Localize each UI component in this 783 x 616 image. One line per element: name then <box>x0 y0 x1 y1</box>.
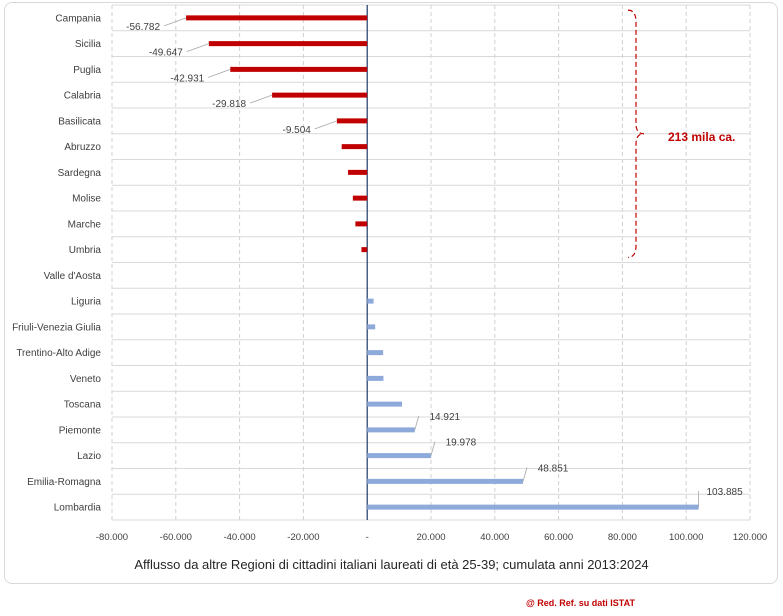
bar <box>352 195 368 201</box>
bar <box>367 453 431 459</box>
x-tick-label: -20.000 <box>287 532 319 543</box>
leader-line <box>249 94 273 104</box>
x-tick-label: -60.000 <box>160 532 192 543</box>
bar <box>336 118 368 124</box>
chart-frame <box>4 2 778 584</box>
bar <box>341 144 368 150</box>
data-label: -29.818 <box>212 99 246 110</box>
bar <box>186 15 368 21</box>
bar <box>367 324 376 330</box>
category-label: Abruzzo <box>64 142 101 153</box>
category-label: Sicilia <box>75 39 102 50</box>
data-label: 14.921 <box>430 412 461 423</box>
bar <box>355 221 368 227</box>
x-tick-label: - <box>366 532 369 543</box>
brace-annotation-label: 213 mila ca. <box>668 130 735 144</box>
category-label: Valle d'Aosta <box>44 271 102 282</box>
data-label: -56.782 <box>126 22 160 33</box>
bar-chart: -80.000 -60.000 -40.000 -20.000-20.000 40.00… <box>12 4 767 543</box>
category-label: Emilia-Romagna <box>27 477 101 488</box>
bar <box>367 375 384 381</box>
category-label: Sardegna <box>58 168 102 179</box>
bar <box>272 92 368 98</box>
category-label: Molise <box>72 194 101 205</box>
leader-line <box>522 467 528 482</box>
leader-line <box>208 68 231 78</box>
brace-annotation <box>627 9 645 258</box>
category-label: Basilicata <box>58 116 101 127</box>
category-label: Campania <box>55 13 101 24</box>
chart-caption: Afflusso da altre Regioni di cittadini i… <box>134 557 649 572</box>
category-label: Friuli-Venezia Giulia <box>12 322 101 333</box>
x-tick-label: 40.000 <box>480 532 509 543</box>
leader-line <box>414 415 420 430</box>
bar <box>367 350 384 356</box>
leader-line <box>430 441 436 456</box>
category-label: Piemonte <box>59 425 102 436</box>
bar <box>367 478 524 484</box>
category-label: Trentino-Alto Adige <box>16 348 101 359</box>
x-tick-label: -40.000 <box>223 532 255 543</box>
category-label: Umbria <box>69 245 102 256</box>
x-tick-label: 60.000 <box>544 532 573 543</box>
data-label: 48.851 <box>538 463 569 474</box>
data-label: 103.885 <box>707 487 744 498</box>
bar <box>361 247 368 253</box>
category-label: Lombardia <box>54 503 102 514</box>
category-label: Calabria <box>64 91 102 102</box>
category-label: Marche <box>68 219 102 230</box>
x-tick-label: 20.000 <box>416 532 445 543</box>
x-tick-label: 120.000 <box>733 532 767 543</box>
data-label: 19.978 <box>446 438 477 449</box>
category-label: Toscana <box>64 400 102 411</box>
category-label: Liguria <box>71 297 101 308</box>
bar <box>348 169 368 175</box>
bar <box>367 298 374 304</box>
bar <box>208 41 368 47</box>
category-label: Puglia <box>73 65 101 76</box>
category-label: Veneto <box>70 374 102 385</box>
bar <box>367 504 699 510</box>
bar <box>367 427 415 433</box>
data-label: -9.504 <box>283 125 312 136</box>
leader-line <box>314 120 338 130</box>
x-tick-label: -80.000 <box>96 532 128 543</box>
bar <box>367 401 402 407</box>
bar <box>230 66 368 72</box>
x-tick-label: 80.000 <box>608 532 637 543</box>
leader-line <box>163 17 187 27</box>
source-credit: @ Red. Ref. su dati ISTAT <box>526 598 635 608</box>
x-tick-label: 100.000 <box>669 532 703 543</box>
leader-line <box>186 43 209 53</box>
data-label: -49.647 <box>149 48 183 59</box>
category-label: Lazio <box>77 451 101 462</box>
data-label: -42.931 <box>170 73 204 84</box>
